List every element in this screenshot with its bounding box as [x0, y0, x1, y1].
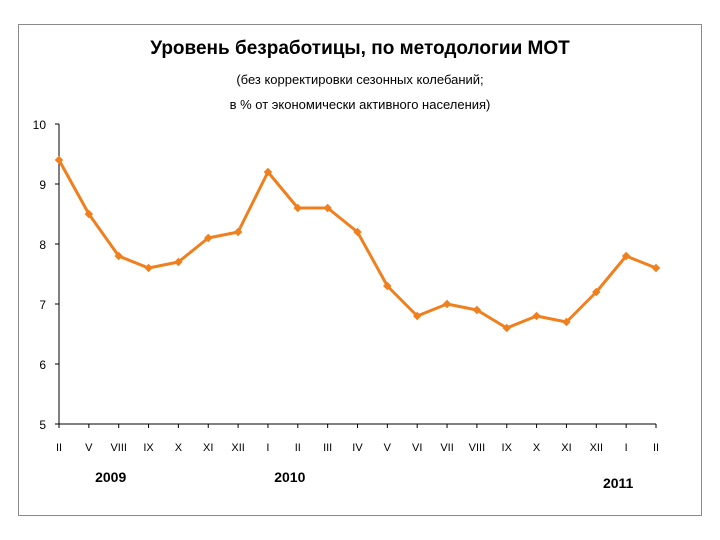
x-tick-label: IX: [502, 442, 513, 454]
x-tick-label: XII: [231, 442, 244, 454]
data-point: [472, 305, 482, 315]
data-point: [592, 287, 601, 297]
y-tick-label: 7: [39, 298, 46, 312]
y-tick-label: 9: [39, 178, 46, 192]
data-point: [204, 233, 213, 243]
data-point: [412, 311, 422, 321]
x-tick-label: XI: [561, 442, 571, 454]
year-label: 2009: [95, 469, 126, 485]
year-label: 2011: [603, 475, 634, 491]
x-tick-label: VIII: [469, 442, 486, 454]
data-point: [562, 317, 571, 327]
x-tick-label: V: [384, 442, 392, 454]
data-point: [651, 263, 661, 273]
data-point: [54, 155, 64, 165]
data-point: [442, 299, 452, 309]
x-tick-label: I: [625, 442, 628, 454]
y-tick-label: 6: [39, 358, 46, 372]
y-tick-label: 8: [39, 238, 46, 252]
x-tick-label: XI: [203, 442, 213, 454]
series-line: [57, 158, 658, 330]
data-point: [353, 227, 362, 237]
y-tick-label: 5: [39, 418, 46, 432]
x-tick-label: V: [85, 442, 93, 454]
year-label: 2010: [274, 469, 305, 485]
data-point: [383, 281, 392, 291]
data-point: [233, 227, 243, 237]
x-tick-label: IV: [352, 442, 363, 454]
data-point: [84, 209, 94, 219]
x-tick-label: I: [266, 442, 269, 454]
x-tick-label: III: [323, 442, 332, 454]
x-tick-label: II: [653, 442, 659, 454]
x-tick-label: II: [56, 442, 62, 454]
chart-title: Уровень безработицы, по методологии МОТ: [150, 38, 570, 59]
data-point: [174, 257, 183, 267]
x-tick-label: II: [295, 442, 301, 454]
data-point: [323, 203, 332, 213]
chart-subtitle-line-2: в % от экономически активного населения): [229, 97, 491, 112]
y-tick-label: 10: [33, 118, 47, 132]
chart-frame: [18, 24, 702, 516]
x-tick-label: XII: [590, 442, 603, 454]
x-tick-label: X: [533, 442, 541, 454]
x-tick-label: VII: [440, 442, 453, 454]
chart-subtitle-line-1: (без корректировки сезонных колебаний;: [236, 72, 484, 87]
data-point: [293, 203, 303, 213]
x-tick-label: VIII: [110, 442, 127, 454]
x-tick-label: X: [175, 442, 183, 454]
x-tick-label: IX: [143, 442, 154, 454]
data-point: [502, 323, 511, 333]
data-point: [263, 167, 273, 177]
data-point: [532, 311, 541, 321]
x-tick-label: VI: [412, 442, 422, 454]
data-point: [144, 263, 153, 273]
data-point: [114, 251, 123, 261]
